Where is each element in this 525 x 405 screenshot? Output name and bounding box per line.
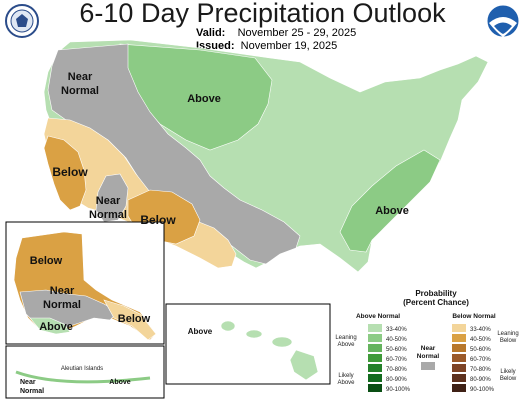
legend-above-swatch-4: [368, 364, 382, 372]
date-block: Valid: November 25 - 29, 2025 Issued: No…: [196, 27, 356, 53]
legend-above-bin-label-6: 90-100%: [386, 387, 411, 393]
legend-above-swatch-2: [368, 344, 382, 352]
valid-row: Valid: November 25 - 29, 2025: [196, 27, 356, 40]
legend-below-bin-label-0: 33-40%: [470, 327, 491, 333]
legend-leaning-above-2: Above: [337, 342, 355, 348]
legend-above-swatch-5: [368, 374, 382, 382]
alaska-above-region: [29, 317, 71, 335]
legend-above-bin-label-0: 33-40%: [386, 327, 407, 333]
se-above-label: Above: [375, 205, 409, 217]
sw-near-label-1: Near: [96, 195, 121, 207]
above-southeast-region: [339, 149, 441, 253]
ak-se-below-label: Below: [118, 313, 151, 325]
legend-leaning-below-2: Below: [500, 338, 517, 344]
legend-likely-above-2: Above: [337, 380, 355, 386]
legend-above-header: Above Normal: [356, 313, 400, 320]
legend-above-bin-label-3: 60-70%: [386, 357, 407, 363]
ak-near-label-2: Normal: [43, 299, 81, 311]
aleutian-near-label-1: Near: [20, 379, 36, 386]
legend-below-bin-label-2: 50-60%: [470, 347, 491, 353]
nw-near-label-1: Near: [68, 71, 93, 83]
ak-below-label: Below: [30, 255, 63, 267]
legend-likely-below-2: Below: [500, 376, 517, 382]
hawaii-island-maui: [271, 336, 293, 348]
legend-below-swatch-4: [452, 364, 466, 372]
legend-leaning-above-1: Leaning: [335, 335, 356, 341]
map-title: 6-10 Day Precipitation Outlook: [79, 0, 446, 28]
legend-below-bin-label-6: 90-100%: [470, 387, 495, 393]
legend-below-swatch-5: [452, 374, 466, 382]
legend-title-2: (Percent Chance): [403, 298, 469, 307]
aleutian-above-label: Above: [109, 379, 131, 386]
doc-seal-logo: [5, 4, 39, 38]
legend-below-swatch-0: [452, 324, 466, 332]
legend-leaning-below-1: Leaning: [497, 331, 518, 337]
legend-above-swatch-6: [368, 384, 382, 392]
legend-above-swatch-0: [368, 324, 382, 332]
legend-below-swatch-1: [452, 334, 466, 342]
valid-dates: November 25 - 29, 2025: [237, 27, 357, 39]
legend-likely-above-1: Likely: [338, 373, 353, 379]
legend-above-bin-label-2: 50-60%: [386, 347, 407, 353]
below-california-region: [43, 135, 87, 211]
legend-above-bin-label-4: 70-80%: [386, 367, 407, 373]
aleutian-title: Aleutian Islands: [61, 366, 103, 372]
legend-below-bin-label-1: 40-50%: [470, 337, 491, 343]
legend-near-1: Near: [421, 345, 436, 352]
ca-below-label: Below: [52, 165, 88, 179]
nw-near-label-2: Normal: [61, 85, 99, 97]
aleutian-near-label-2: Normal: [20, 388, 44, 395]
ak-above-label: Above: [39, 321, 73, 333]
hawaii-island-kauai: [220, 320, 236, 332]
legend-above-swatch-3: [368, 354, 382, 362]
hawaii-island-big: [289, 349, 319, 381]
noaa-logo: [486, 4, 520, 38]
legend-below-swatch-2: [452, 344, 466, 352]
hawaii-above-label: Above: [188, 327, 213, 336]
sw-below-label: Below: [140, 213, 176, 227]
alaska-panhandle-region: [103, 299, 157, 341]
near-normal-sw-region: [95, 173, 129, 223]
issued-date: November 19, 2025: [240, 40, 338, 52]
legend-below-bin-label-4: 70-80%: [470, 367, 491, 373]
valid-label: Valid:: [196, 27, 226, 39]
legend-below-swatch-6: [452, 384, 466, 392]
legend-below-bin-label-5: 80-90%: [470, 377, 491, 383]
legend-likely-below-1: Likely: [500, 369, 515, 375]
issued-row: Issued: November 19, 2025: [196, 40, 356, 53]
legend: Probability (Percent Chance) Above Norma…: [335, 289, 518, 393]
legend-above-swatch-1: [368, 334, 382, 342]
aleutian-inset-frame: [5, 345, 165, 399]
legend-below-header: Below Normal: [452, 313, 496, 320]
legend-title-1: Probability: [415, 289, 457, 298]
hawaii-island-oahu: [245, 329, 263, 339]
sw-near-label-2: Normal: [89, 209, 127, 221]
ak-near-label-1: Near: [50, 285, 75, 297]
legend-near-swatch: [421, 362, 435, 370]
north-above-label: Above: [187, 93, 221, 105]
legend-below-swatch-3: [452, 354, 466, 362]
aleutian-chain: [15, 370, 151, 384]
legend-above-bin-label-1: 40-50%: [386, 337, 407, 343]
legend-above-bin-label-5: 80-90%: [386, 377, 407, 383]
legend-below-bin-label-3: 60-70%: [470, 357, 491, 363]
legend-near-2: Normal: [417, 353, 440, 360]
